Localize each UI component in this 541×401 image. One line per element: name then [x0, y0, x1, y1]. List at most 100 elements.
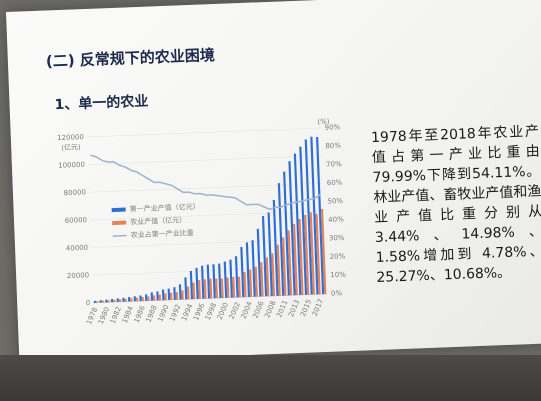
- bar-primary-industry: [184, 277, 188, 300]
- bar-agriculture: [130, 298, 133, 302]
- bar-agriculture: [203, 279, 207, 299]
- legend-label: 农业占第一产业比重: [130, 228, 193, 239]
- right-tick-label: 20%: [329, 252, 345, 261]
- bar-agriculture: [298, 219, 304, 295]
- gridline: [90, 210, 324, 221]
- bar-primary-industry: [245, 242, 251, 297]
- bar-primary-industry: [229, 259, 233, 298]
- bar-agriculture: [169, 292, 173, 300]
- bar-agriculture: [260, 262, 264, 297]
- bar-primary-industry: [122, 297, 125, 302]
- bar-primary-industry: [206, 264, 211, 299]
- room-floor-shadow: [0, 355, 541, 401]
- bar-primary-industry: [251, 240, 256, 297]
- bar-primary-industry: [167, 288, 171, 300]
- bar-primary-industry: [161, 289, 165, 301]
- bar-primary-industry: [127, 297, 131, 302]
- bar-agriculture: [237, 276, 241, 298]
- bar-agriculture: [113, 299, 116, 303]
- bar-primary-industry: [304, 139, 313, 295]
- bar-primary-industry: [240, 247, 245, 298]
- bar-primary-industry: [212, 264, 216, 299]
- bar-primary-industry: [223, 261, 228, 298]
- bar-agriculture: [287, 230, 293, 296]
- right-tick-label: 50%: [327, 197, 343, 206]
- left-tick-label: 0: [86, 299, 91, 307]
- left-tick-label: 100000: [58, 161, 85, 170]
- bar-agriculture: [141, 297, 144, 302]
- bar-primary-industry: [293, 153, 302, 295]
- right-tick-label: 40%: [328, 215, 344, 224]
- legend-swatch: [112, 234, 127, 237]
- slide-subtitle: 1、单一的农业: [54, 93, 149, 114]
- bar-agriculture: [254, 266, 258, 297]
- left-tick-label: 20000: [67, 271, 90, 280]
- bar-agriculture: [232, 276, 236, 298]
- bar-primary-industry: [173, 287, 176, 300]
- right-tick-label: 10%: [330, 271, 346, 280]
- bar-primary-industry: [201, 265, 205, 299]
- bar-agriculture: [192, 282, 196, 300]
- legend-label: 农业产值（亿元）: [130, 215, 186, 226]
- bar-primary-industry: [156, 291, 159, 301]
- bar-agriculture: [320, 208, 327, 294]
- agriculture-chart: 0 20000 40000 60000 80000 100000 120000 0% 10% 2…: [57, 118, 346, 326]
- bar-agriculture: [135, 297, 139, 302]
- bar-agriculture: [226, 277, 230, 298]
- bar-agriculture: [164, 293, 167, 301]
- bar-primary-industry: [256, 228, 262, 297]
- bar-agriculture: [282, 237, 287, 296]
- bar-agriculture: [271, 253, 276, 296]
- projected-slide: (二) 反常规下的农业困境 1、单一的农业 0 20000 40000 60000 80…: [6, 0, 541, 364]
- bar-primary-industry: [277, 183, 285, 296]
- bar-primary-industry: [99, 300, 102, 303]
- bar-primary-industry: [283, 171, 290, 296]
- bar-agriculture: [276, 244, 281, 296]
- right-tick-label: 80%: [325, 142, 341, 151]
- bar-primary-industry: [272, 199, 279, 296]
- gridline: [88, 183, 323, 193]
- bar-primary-industry: [178, 284, 182, 300]
- bar-primary-industry: [316, 136, 325, 295]
- gridline: [86, 127, 321, 138]
- bar-agriculture: [220, 278, 224, 298]
- bar-primary-industry: [310, 136, 319, 295]
- bar-agriculture: [186, 286, 190, 300]
- bar-agriculture: [107, 300, 110, 303]
- bar-agriculture: [181, 290, 184, 300]
- left-tick-label: 60000: [65, 216, 88, 225]
- bar-primary-industry: [218, 263, 222, 299]
- bar-primary-industry: [288, 161, 296, 296]
- left-tick-label: 120000: [57, 133, 84, 142]
- right-unit-label: (%): [317, 118, 330, 126]
- bar-agriculture: [249, 269, 253, 297]
- bar-primary-industry: [150, 292, 154, 301]
- gridline: [87, 155, 322, 165]
- left-tick-label: 40000: [66, 244, 89, 253]
- bar-agriculture: [265, 257, 270, 297]
- x-tick-label: 2017: [311, 298, 325, 318]
- bar-agriculture: [158, 294, 161, 301]
- bar-agriculture: [243, 271, 247, 298]
- bar-agriculture: [198, 280, 201, 299]
- right-tick-label: 60%: [327, 179, 343, 188]
- bar-agriculture: [315, 213, 321, 295]
- bar-primary-industry: [261, 216, 268, 297]
- bar-primary-industry: [267, 212, 273, 297]
- legend-swatch: [112, 220, 127, 226]
- bar-primary-industry: [189, 270, 194, 300]
- bar-primary-industry: [133, 296, 137, 302]
- slide-paragraph: 1978年至2018年农业产值占第一产业比重由79.99%下降到54.11%。林…: [370, 123, 541, 286]
- bar-primary-industry: [93, 300, 97, 303]
- bar-primary-industry: [195, 267, 199, 299]
- bar-primary-industry: [144, 294, 148, 301]
- bar-agriculture: [175, 291, 179, 300]
- bar-agriculture: [209, 278, 213, 299]
- bar-primary-industry: [299, 146, 308, 295]
- bar-primary-industry: [116, 298, 119, 302]
- bar-agriculture: [215, 278, 219, 299]
- bar-agriculture: [304, 214, 310, 295]
- bar-agriculture: [101, 300, 104, 303]
- bar-agriculture: [124, 298, 127, 302]
- legend-swatch: [111, 207, 126, 213]
